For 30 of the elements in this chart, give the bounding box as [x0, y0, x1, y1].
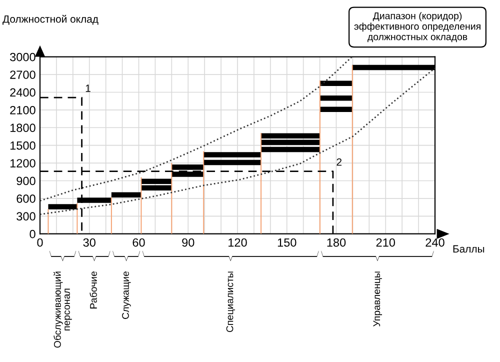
x-tick-label: 120 [228, 238, 247, 247]
x-tick-label: 240 [426, 238, 444, 247]
text: Диапазон (коридор) эффективного определения должностных окладов [354, 12, 480, 42]
y-tick-label: 600 [16, 194, 36, 203]
annotation: 1 [86, 84, 90, 92]
y-tick-label: 300 [16, 212, 36, 221]
text: Специалисты [226, 272, 236, 332]
y-tick-label: 3000 [10, 52, 36, 62]
text: Служащие [122, 271, 131, 319]
y-tick-label: 1800 [10, 124, 36, 132]
y-tick-label: 2400 [10, 88, 36, 97]
y-tick-label: 1200 [10, 159, 36, 168]
x-tick-label: 0 [37, 238, 43, 247]
text: Управленцы [373, 272, 382, 327]
x-tick-label: 180 [327, 238, 346, 247]
y-tick-label: 2700 [10, 70, 36, 79]
x-tick-label: 150 [278, 238, 296, 247]
x-tick-label: 30 [83, 238, 96, 247]
text: Обслуживающий персонал [54, 272, 72, 348]
y-tick-label: 2100 [10, 106, 36, 114]
y-axis-title: Должностной оклад [2, 14, 98, 25]
y-tick-label: 1500 [10, 141, 36, 150]
annotation: 2 [336, 158, 342, 166]
text: Рабочие [90, 271, 97, 308]
x-tick-label: 60 [132, 238, 145, 247]
x-axis-title: Баллы [453, 245, 484, 253]
y-tick-label: 900 [16, 176, 36, 186]
x-tick-label: 90 [182, 238, 194, 247]
y-tick-label: 0 [30, 230, 36, 238]
x-tick-label: 210 [376, 238, 396, 247]
